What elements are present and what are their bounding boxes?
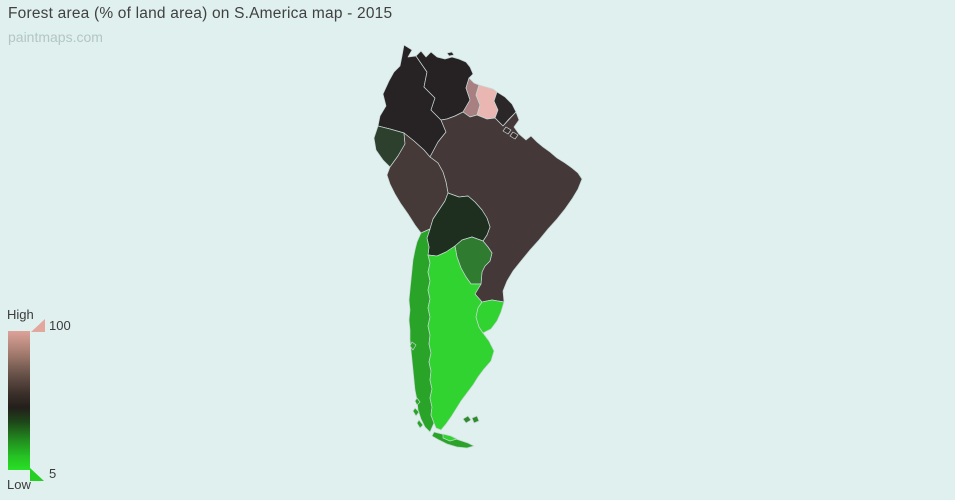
country-fjord-islet-2[interactable]: Fjord islet 2 — [412, 407, 420, 417]
country-amazon-mouth-islet-b[interactable]: Amazon mouth islet B — [509, 131, 519, 140]
legend-high-label: High — [7, 307, 34, 322]
country-fjord-islet-3[interactable]: Fjord islet 3 — [416, 419, 424, 429]
legend-min-arrow-icon — [30, 468, 44, 481]
country-uruguay[interactable]: Uruguay — [475, 299, 505, 334]
country-amazon-mouth-islet-a[interactable]: Amazon mouth islet A — [502, 126, 512, 135]
country-chiloe-islet[interactable]: Chiloe islet — [409, 341, 417, 351]
country-tierra-del-fuego-argentina-[interactable]: Tierra del Fuego (Argentina) — [442, 433, 458, 442]
watermark-link[interactable]: paintmaps.com — [8, 29, 103, 45]
legend-max-value: 100 — [49, 318, 71, 333]
country-trinidad[interactable]: Trinidad — [446, 51, 455, 57]
country-falkland-islands-east[interactable]: Falkland Islands East — [471, 415, 480, 424]
country-falkland-islands-west[interactable]: Falkland Islands West — [462, 415, 472, 424]
legend-gradient-bar — [8, 331, 30, 470]
country-argentina[interactable]: Argentina — [427, 245, 495, 431]
country-fjord-islet-1[interactable]: Fjord islet 1 — [414, 397, 421, 406]
page-title: Forest area (% of land area) on S.Americ… — [8, 5, 393, 22]
legend-min-value: 5 — [49, 466, 57, 481]
legend-low-label: Low — [7, 477, 31, 492]
legend-max-arrow-icon — [31, 319, 45, 332]
